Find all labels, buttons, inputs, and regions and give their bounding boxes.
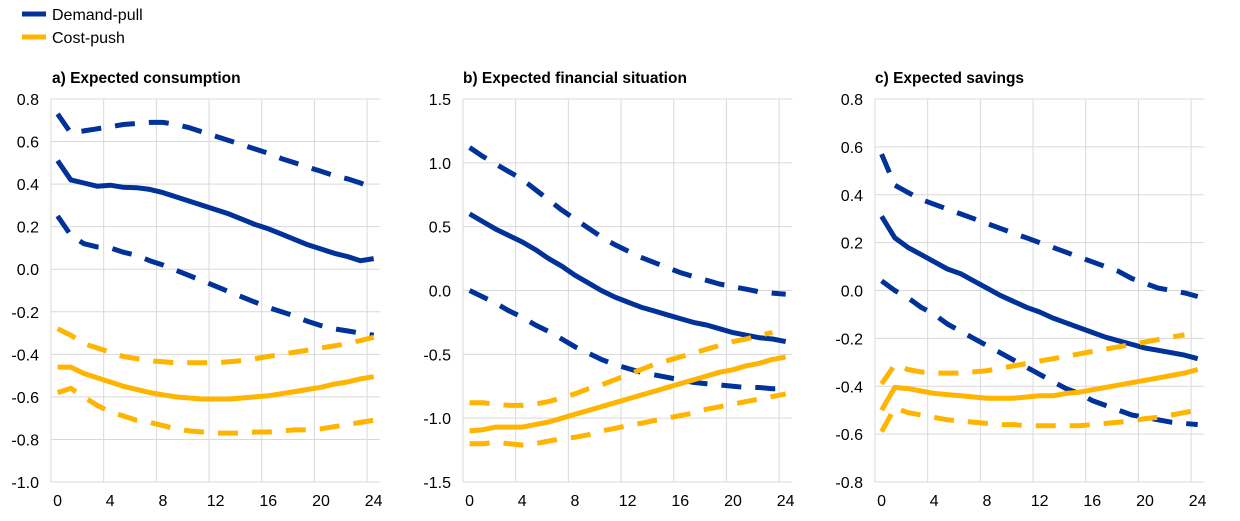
y-tick-label: 0.0	[841, 284, 863, 301]
x-tick-label: 12	[1031, 493, 1049, 510]
series-line-demand-pull-solid	[468, 211, 787, 345]
y-tick-label: 1.0	[429, 156, 451, 173]
y-tick-label: -0.2	[11, 305, 39, 322]
y-tick-label: -0.4	[835, 379, 863, 396]
x-tick-label: 8	[570, 493, 579, 510]
x-tick-label: 20	[1136, 493, 1154, 510]
y-tick-label: 0.4	[841, 188, 863, 205]
series-line-cost-push-dashed	[469, 391, 787, 448]
y-tick-label: 0.8	[841, 92, 863, 109]
y-tick-label: 0.6	[17, 135, 39, 152]
panel-title: a) Expected consumption	[52, 70, 241, 87]
x-tick-label: 20	[312, 493, 330, 510]
x-tick-label: 24	[1189, 493, 1207, 510]
series-line-demand-pull-dashed	[879, 153, 1199, 299]
series-line-demand-pull-solid	[55, 159, 375, 264]
x-tick-label: 20	[724, 493, 742, 510]
series-line-cost-push-solid	[57, 364, 375, 402]
y-tick-label: 0.2	[17, 220, 39, 237]
x-tick-label: 24	[365, 493, 383, 510]
y-tick-label: -1.0	[11, 475, 39, 492]
y-tick-label: 0.2	[841, 236, 863, 253]
y-tick-label: 0.0	[429, 284, 451, 301]
x-tick-label: 8	[158, 493, 167, 510]
series-line-demand-pull-dashed	[55, 214, 375, 338]
legend: Demand-pull Cost-push	[22, 7, 143, 47]
y-tick-label: -0.4	[11, 347, 39, 364]
y-tick-label: -1.5	[423, 475, 451, 492]
x-tick-label: 4	[930, 493, 939, 510]
panel-title: c) Expected savings	[875, 70, 1024, 87]
x-tick-label: 16	[1083, 493, 1101, 510]
x-tick-label: 8	[982, 493, 991, 510]
panel-title: b) Expected financial situation	[463, 70, 687, 87]
y-tick-label: 0.8	[17, 92, 39, 109]
y-tick-label: -0.2	[835, 331, 863, 348]
x-tick-label: 0	[877, 493, 886, 510]
y-tick-label: -0.5	[423, 347, 451, 364]
series-line-demand-pull-dashed	[55, 112, 375, 191]
y-tick-label: 0.6	[841, 140, 863, 157]
legend-label-cost-push: Cost-push	[52, 30, 125, 47]
panel-b: b) Expected financial situation 1.5 1.0 0.5…	[423, 70, 794, 510]
y-tick-label: 1.5	[429, 92, 451, 109]
y-tick-label: 0.5	[429, 220, 451, 237]
x-tick-label: 0	[465, 493, 474, 510]
y-tick-label: 0.0	[17, 262, 39, 279]
x-tick-label: 16	[671, 493, 689, 510]
panel-a: a) Expected consumption 0.8 0.6 0.4 0.2 0.0 -0…	[11, 70, 382, 510]
x-tick-label: 0	[53, 493, 62, 510]
y-tick-label: -1.0	[423, 411, 451, 428]
series-line-cost-push-solid	[879, 367, 1199, 412]
series-line-demand-pull-dashed	[468, 145, 786, 297]
panel-c: c) Expected savings 0.8 0.6 0.4 0.2 0.0 -0.2 -0…	[835, 70, 1206, 510]
y-tick-label: -0.8	[835, 475, 863, 492]
series-line-demand-pull-dashed	[880, 278, 1198, 428]
series-line-cost-push-dashed	[879, 405, 1199, 433]
x-tick-label: 4	[106, 493, 115, 510]
series-line-cost-push-dashed	[56, 385, 375, 436]
series-line-cost-push-solid	[469, 354, 787, 434]
y-tick-label: -0.6	[835, 427, 863, 444]
y-tick-label: 0.4	[17, 177, 39, 194]
series-line-demand-pull-dashed	[468, 288, 786, 392]
x-tick-label: 24	[777, 493, 795, 510]
x-tick-label: 12	[619, 493, 637, 510]
series-line-cost-push-dashed	[469, 330, 773, 408]
x-tick-label: 12	[207, 493, 225, 510]
series-line-demand-pull-solid	[879, 214, 1199, 362]
y-tick-label: -0.6	[11, 390, 39, 407]
y-tick-label: -0.8	[11, 432, 39, 449]
x-tick-label: 16	[259, 493, 277, 510]
legend-label-demand-pull: Demand-pull	[52, 7, 143, 24]
x-tick-label: 4	[518, 493, 527, 510]
series-line-cost-push-dashed	[56, 326, 375, 366]
